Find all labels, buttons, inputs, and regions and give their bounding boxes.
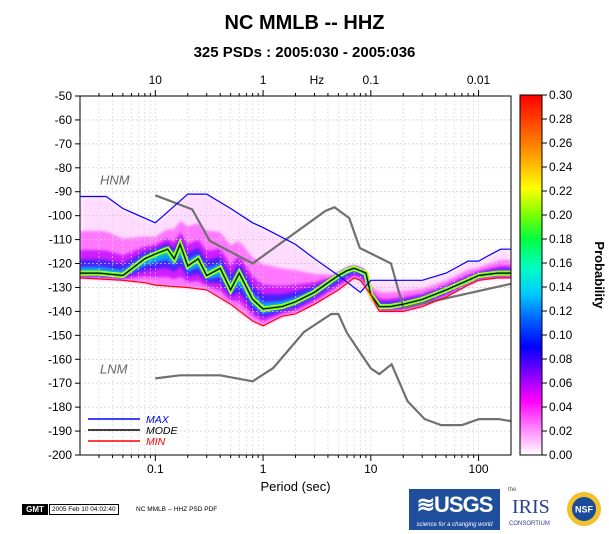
colorbar-tick-label: 0.14 xyxy=(549,280,573,294)
colorbar-tick-label: 0.06 xyxy=(549,376,573,390)
colorbar-tick-label: 0.20 xyxy=(549,208,573,222)
colorbar-tick-label: 0.28 xyxy=(549,112,573,126)
y-tick-label: -190 xyxy=(48,424,72,438)
colorbar-axis: 0.30 0.28 0.26 0.24 0.22 0.20 0.18 0.16 0.14 0.12… xyxy=(542,88,607,462)
y-tick-label: -200 xyxy=(48,448,72,462)
colorbar-tick-label: 0.24 xyxy=(549,160,573,174)
svg-text:NSF: NSF xyxy=(575,505,594,515)
x-tick-label: 100 xyxy=(469,462,489,476)
top-tick-label: 0.1 xyxy=(362,73,379,87)
noise-model-curves: HNM LNM xyxy=(100,173,511,427)
colorbar-tick-label: 0.30 xyxy=(549,88,573,102)
y-tick-label: -90 xyxy=(55,185,73,199)
y-tick-label: -170 xyxy=(48,376,72,390)
colorbar-tick-label: 0.18 xyxy=(549,232,573,246)
top-tick-label: 0.01 xyxy=(467,73,491,87)
colorbar-tick-label: 0.08 xyxy=(549,352,573,366)
y-tick-label: -140 xyxy=(48,304,72,318)
top-tick-label: 10 xyxy=(149,73,163,87)
y-tick-label: -160 xyxy=(48,352,72,366)
max-curve xyxy=(80,193,511,294)
gmt-logo: GMT xyxy=(22,504,48,515)
x-tick-label: 1 xyxy=(260,462,267,476)
legend-label-mode: MODE xyxy=(146,425,178,437)
iris-logo: the IRIS CONSORTIUM xyxy=(508,487,550,527)
colorbar-tick-label: 0.26 xyxy=(549,136,573,150)
hnm-curve xyxy=(154,194,511,310)
x-tick-label: 0.1 xyxy=(147,462,164,476)
colorbar-tick-label: 0.12 xyxy=(549,304,573,318)
y-tick-label: -80 xyxy=(55,161,73,175)
top-tick-label: 1 xyxy=(260,73,267,87)
y-tick-label: -110 xyxy=(49,233,72,247)
chart-title: NC MMLB -- HHZ xyxy=(224,12,385,34)
x-axis-label: Period (sec) xyxy=(260,479,330,494)
statistic-curves xyxy=(80,193,511,327)
colorbar-tick-label: 0.10 xyxy=(549,328,573,342)
y-tick-label: -150 xyxy=(48,328,72,342)
colorbar-tick-label: 0.04 xyxy=(549,400,573,414)
gmt-timestamp: 2005 Feb 10 04:02:40 xyxy=(49,504,119,515)
y-tick-label: -130 xyxy=(48,280,72,294)
legend-label-min: MIN xyxy=(146,436,166,448)
top-axis-label: Hz xyxy=(310,73,325,87)
x-tick-label: 10 xyxy=(364,462,378,476)
y-tick-label: -120 xyxy=(48,257,72,271)
footer-note: NC MMLB -- HHZ PSD PDF xyxy=(136,506,218,513)
usgs-logo: ≋USGS science for a changing world xyxy=(409,489,500,530)
mode-curve xyxy=(80,242,511,310)
colorbar-tick-label: 0.00 xyxy=(549,448,573,462)
y-tick-label: -60 xyxy=(55,113,73,127)
lnm-curve xyxy=(155,312,511,427)
min-curve xyxy=(80,277,511,327)
y-tick-label: -50 xyxy=(55,89,73,103)
colorbar-tick-label: 0.16 xyxy=(549,256,573,270)
nsf-logo: NSF xyxy=(567,492,601,526)
chart-subtitle: 325 PSDs : 2005:030 - 2005:036 xyxy=(193,44,416,61)
axes: -50 -60 -70 -80 -90 -100 -110 -120 -130 -140 -150 -… xyxy=(48,73,491,494)
lnm-label: LNM xyxy=(100,362,128,377)
colorbar xyxy=(519,94,543,456)
y-tick-label: -180 xyxy=(48,400,72,414)
legend-label-max: MAX xyxy=(146,414,170,426)
y-tick-label: -70 xyxy=(55,137,73,151)
colorbar-label: Probability xyxy=(592,241,607,309)
y-tick-label: -100 xyxy=(48,209,72,223)
colorbar-tick-label: 0.02 xyxy=(549,424,573,438)
colorbar-tick-label: 0.22 xyxy=(549,184,573,198)
hnm-label: HNM xyxy=(100,173,130,188)
